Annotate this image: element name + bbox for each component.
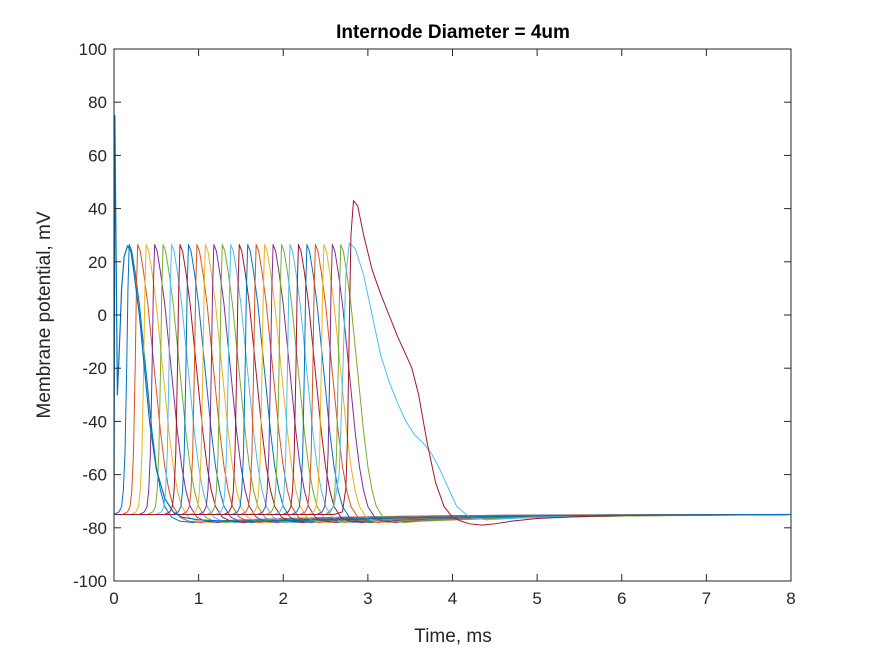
chart-title: Internode Diameter = 4um [336,22,570,43]
y-tick-label: -40 [82,412,107,431]
y-tick-label: 100 [79,40,107,59]
plot-area [114,49,791,581]
y-tick-label: 0 [98,306,107,325]
y-tick-label: -80 [82,519,107,538]
y-tick-label: 60 [88,146,107,165]
y-tick-label: -20 [82,359,107,378]
x-axis-label: Time, ms [414,626,491,647]
x-tick-label: 4 [448,589,457,608]
late-series-line-2 [114,200,791,526]
y-axis-label: Membrane potential, mV [34,211,55,418]
stimulus-series-line [114,114,791,522]
axes-layer: 0 1 2 3 4 5 6 7 8 -100 -80 -60 -40 -20 0 20 40 60 80 100 [73,40,796,608]
series-line-26 [114,244,791,523]
y-tick-label: -100 [73,572,107,591]
y-tick-label: 20 [88,253,107,272]
x-tick-label: 0 [109,589,118,608]
late-series-line-1 [114,242,791,521]
x-tick-label: 3 [363,589,372,608]
y-tick-label: 80 [88,93,107,112]
x-tick-label: 8 [786,589,795,608]
x-tick-label: 5 [532,589,541,608]
x-tick-label: 1 [194,589,203,608]
series-layer [114,114,791,526]
x-tick-label: 7 [702,589,711,608]
x-tick-label: 2 [279,589,288,608]
x-tick-label: 6 [617,589,626,608]
y-tick-label: -60 [82,466,107,485]
y-tick-label: 40 [88,200,107,219]
